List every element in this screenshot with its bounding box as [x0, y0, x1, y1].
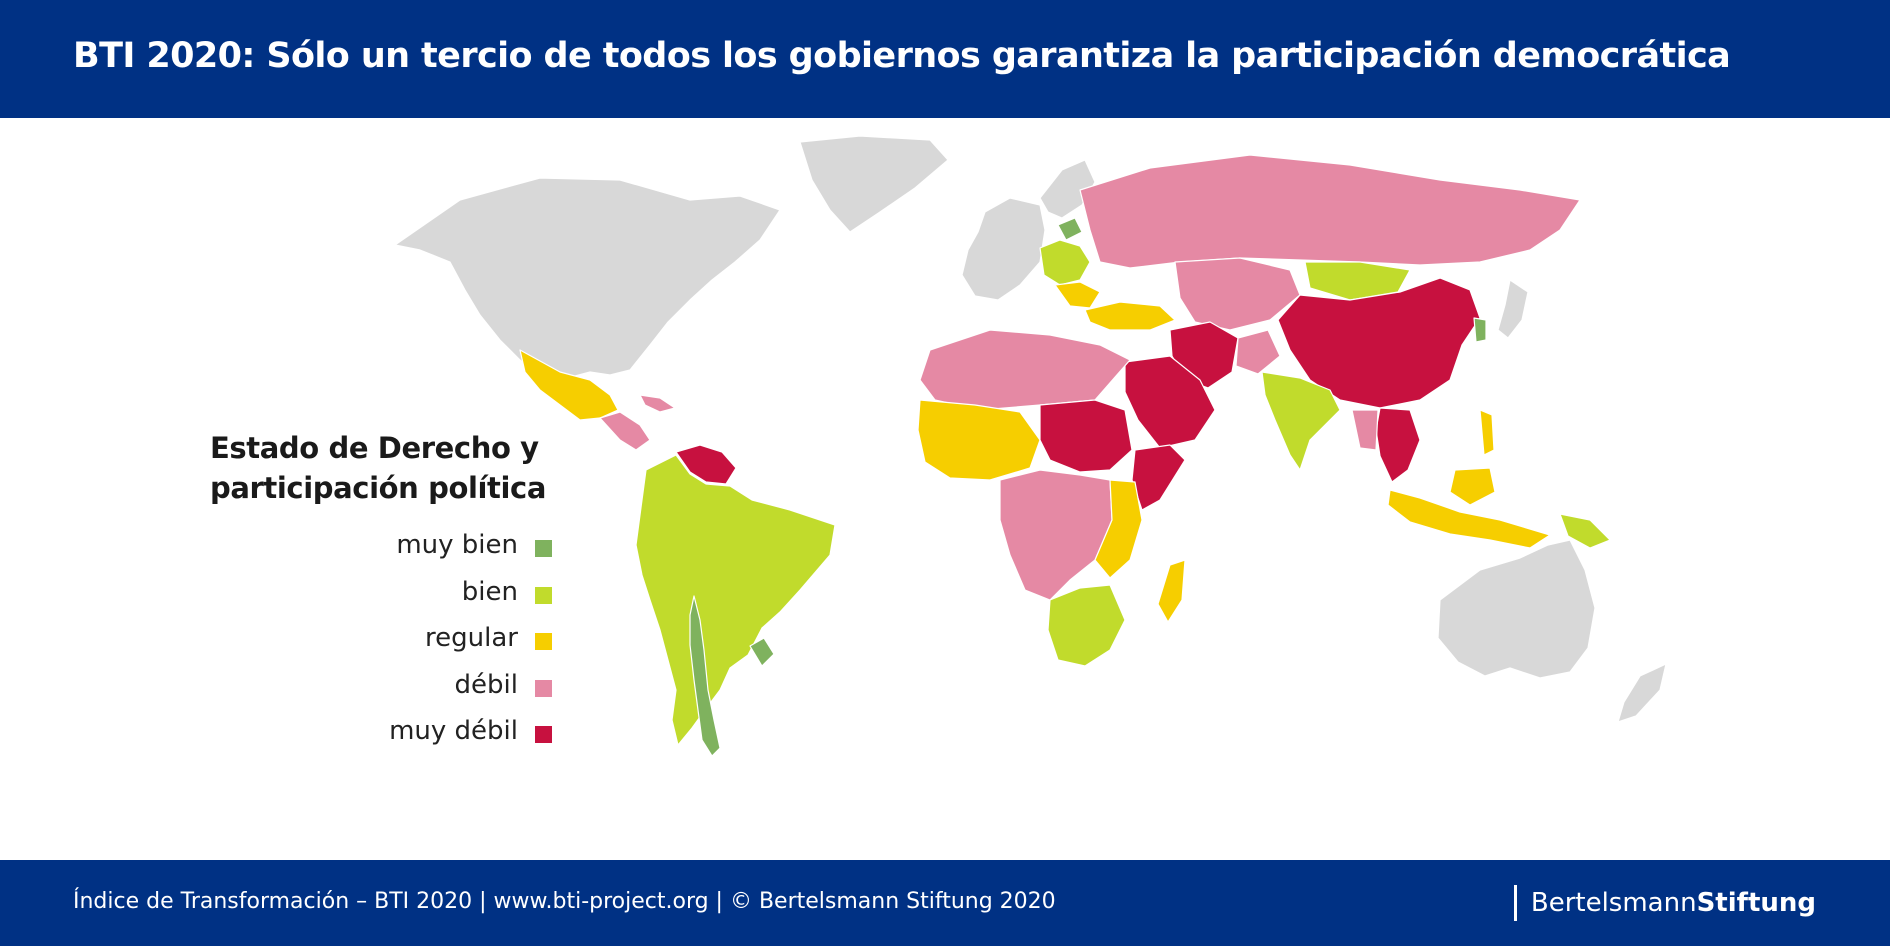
- world-map: [394, 135, 1667, 757]
- legend-item: bien: [210, 575, 552, 622]
- region-russia: [1079, 154, 1581, 269]
- region-east-africa: [1094, 479, 1143, 579]
- header-bar: BTI 2020: Sólo un tercio de todos los go…: [0, 0, 1890, 118]
- legend-swatch: [535, 540, 552, 557]
- region-sudan: [1039, 399, 1133, 473]
- page-title: BTI 2020: Sólo un tercio de todos los go…: [73, 36, 1731, 76]
- region-china: [1277, 277, 1481, 409]
- region-japan: [1497, 279, 1529, 339]
- region-baltics: [1057, 217, 1083, 241]
- region-southern-africa: [1047, 584, 1126, 667]
- region-venezuela: [675, 444, 737, 485]
- region-brazil: [635, 454, 836, 746]
- region-horn-of-africa: [1131, 444, 1186, 511]
- legend-label: muy bien: [396, 530, 518, 560]
- legend-item: regular: [210, 621, 552, 668]
- brand-bold: Stiftung: [1696, 888, 1816, 918]
- region-greenland: [799, 135, 949, 233]
- region-indonesia: [1387, 489, 1551, 549]
- region-north-africa: [919, 329, 1131, 411]
- region-central-europe: [1039, 239, 1091, 286]
- legend-item: muy débil: [210, 714, 552, 761]
- source-credit: Índice de Transformación – BTI 2020 | ww…: [73, 889, 1056, 914]
- region-west-africa: [917, 399, 1041, 481]
- region-philippines: [1479, 409, 1495, 456]
- region-chile: [689, 595, 721, 757]
- brand-logo: BertelsmannStiftung: [1513, 885, 1816, 921]
- footer-bar: Índice de Transformación – BTI 2020 | ww…: [0, 860, 1890, 946]
- region-madagascar: [1157, 559, 1186, 623]
- region-borneo: [1449, 467, 1496, 506]
- region-saudi-arabia: [1124, 355, 1216, 449]
- region-north-america: [394, 177, 781, 381]
- legend-label: regular: [425, 623, 518, 653]
- legend-label: débil: [454, 669, 518, 700]
- legend-label: bien: [461, 576, 518, 607]
- legend-item: muy bien: [210, 528, 552, 575]
- region-caribbean: [639, 394, 676, 413]
- region-central-america: [599, 411, 651, 451]
- region-korea: [1473, 317, 1487, 343]
- legend: Estado de Derecho y participación políti…: [210, 428, 570, 746]
- region-balkans: [1054, 281, 1101, 309]
- region-central-africa: [999, 469, 1113, 601]
- region-australia: [1437, 539, 1596, 679]
- region-myanmar: [1351, 409, 1379, 451]
- region-central-asia: [1174, 257, 1301, 331]
- legend-swatch: [535, 586, 552, 604]
- region-uruguay: [749, 637, 775, 667]
- legend-swatch: [535, 633, 552, 650]
- legend-swatch: [535, 726, 552, 743]
- region-southeast-asia: [1375, 407, 1421, 483]
- legend-items: muy bien bien regular débil muy débil: [210, 528, 552, 761]
- legend-item: débil: [210, 668, 552, 715]
- legend-title-line2: participación política: [210, 471, 547, 505]
- legend-title-line1: Estado de Derecho y: [210, 431, 539, 465]
- brand-regular: Bertelsmann: [1530, 888, 1697, 918]
- legend-label: muy débil: [389, 716, 518, 746]
- region-turkey: [1084, 301, 1176, 331]
- region-new-zealand: [1617, 663, 1667, 723]
- legend-swatch: [535, 679, 552, 697]
- region-western-europe: [961, 197, 1046, 301]
- region-afghanistan: [1235, 329, 1281, 375]
- region-india: [1261, 371, 1341, 471]
- region-papua-new-guinea: [1559, 513, 1611, 549]
